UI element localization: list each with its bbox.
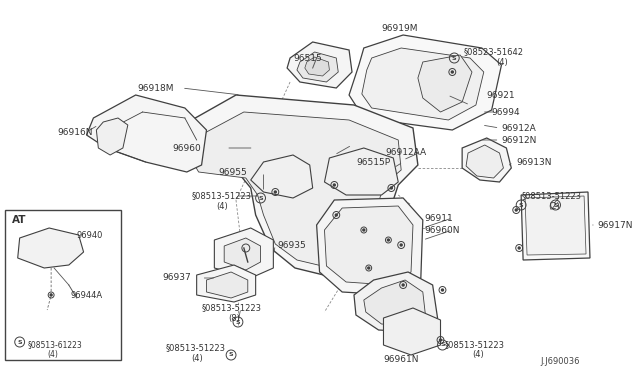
Polygon shape	[287, 42, 352, 88]
Text: §08513-61223: §08513-61223	[28, 340, 83, 350]
Polygon shape	[349, 35, 502, 130]
Text: 96937: 96937	[163, 273, 191, 282]
Circle shape	[518, 247, 520, 249]
Text: (4): (4)	[497, 58, 508, 67]
Text: 96917N: 96917N	[598, 221, 634, 230]
Polygon shape	[324, 206, 413, 285]
Text: §08513-51223: §08513-51223	[444, 340, 504, 350]
Text: 96919M: 96919M	[381, 23, 418, 32]
Polygon shape	[462, 138, 511, 182]
Polygon shape	[525, 196, 586, 255]
Text: (4): (4)	[216, 202, 228, 211]
Text: 96912AA: 96912AA	[385, 148, 427, 157]
Text: AT: AT	[12, 215, 26, 225]
Text: S: S	[17, 340, 22, 344]
Polygon shape	[317, 198, 423, 295]
Circle shape	[50, 294, 52, 296]
Text: 96960N: 96960N	[425, 225, 460, 234]
Text: (4): (4)	[47, 350, 58, 359]
Circle shape	[387, 239, 389, 241]
Text: S: S	[236, 320, 240, 324]
Polygon shape	[521, 192, 590, 260]
Polygon shape	[362, 48, 484, 120]
Circle shape	[515, 209, 517, 211]
Circle shape	[451, 71, 453, 73]
Polygon shape	[418, 55, 472, 112]
Text: 96515: 96515	[293, 54, 322, 62]
Circle shape	[368, 267, 370, 269]
Polygon shape	[297, 52, 339, 82]
Polygon shape	[466, 145, 504, 178]
Text: 96918M: 96918M	[138, 83, 174, 93]
Polygon shape	[172, 95, 418, 280]
Text: 96911: 96911	[425, 214, 454, 222]
Circle shape	[335, 214, 337, 216]
Text: 96913N: 96913N	[516, 157, 552, 167]
Polygon shape	[207, 272, 248, 298]
Circle shape	[390, 187, 392, 189]
Polygon shape	[364, 280, 426, 326]
Text: 96935: 96935	[277, 241, 306, 250]
Polygon shape	[305, 57, 330, 76]
Text: (2): (2)	[548, 202, 561, 211]
Circle shape	[363, 229, 365, 231]
Circle shape	[402, 284, 404, 286]
Text: S: S	[519, 202, 524, 208]
Text: 96940: 96940	[77, 231, 103, 240]
Polygon shape	[18, 228, 84, 268]
Text: 96994: 96994	[492, 108, 520, 116]
Text: 96916N: 96916N	[57, 128, 93, 137]
Text: S: S	[452, 55, 456, 61]
Text: §08513-51223: §08513-51223	[192, 192, 252, 201]
Text: §08513-51223: §08513-51223	[521, 192, 581, 201]
Text: J.J690036: J.J690036	[541, 357, 580, 366]
Text: 96921: 96921	[487, 90, 515, 99]
Polygon shape	[251, 155, 313, 198]
Text: 96944A: 96944A	[71, 291, 103, 299]
Circle shape	[275, 191, 276, 193]
Polygon shape	[224, 238, 260, 270]
Circle shape	[333, 184, 335, 186]
Text: §08523-51642: §08523-51642	[464, 48, 524, 57]
Text: S: S	[259, 196, 263, 201]
Text: 96960: 96960	[172, 144, 201, 153]
FancyBboxPatch shape	[5, 210, 121, 360]
Text: 96912A: 96912A	[502, 124, 536, 132]
Circle shape	[400, 244, 402, 246]
Circle shape	[442, 289, 444, 291]
Polygon shape	[214, 228, 273, 278]
Polygon shape	[86, 95, 207, 172]
Text: S: S	[440, 343, 445, 347]
Polygon shape	[354, 272, 438, 332]
Text: (4): (4)	[472, 350, 484, 359]
Text: (4): (4)	[192, 353, 204, 362]
Text: §08513-51223: §08513-51223	[202, 304, 262, 312]
Polygon shape	[324, 148, 398, 195]
Text: S: S	[553, 202, 558, 208]
Text: 96515P: 96515P	[356, 157, 390, 167]
Circle shape	[440, 339, 442, 341]
Text: 96955: 96955	[218, 167, 247, 176]
Text: S: S	[228, 353, 234, 357]
Text: (8): (8)	[228, 314, 240, 323]
Text: 96961N: 96961N	[383, 356, 419, 365]
Polygon shape	[196, 265, 255, 302]
Text: 96912N: 96912N	[502, 135, 537, 144]
Polygon shape	[383, 308, 440, 355]
Polygon shape	[189, 112, 401, 270]
Text: §08513-51223: §08513-51223	[165, 343, 225, 353]
Polygon shape	[97, 118, 128, 155]
